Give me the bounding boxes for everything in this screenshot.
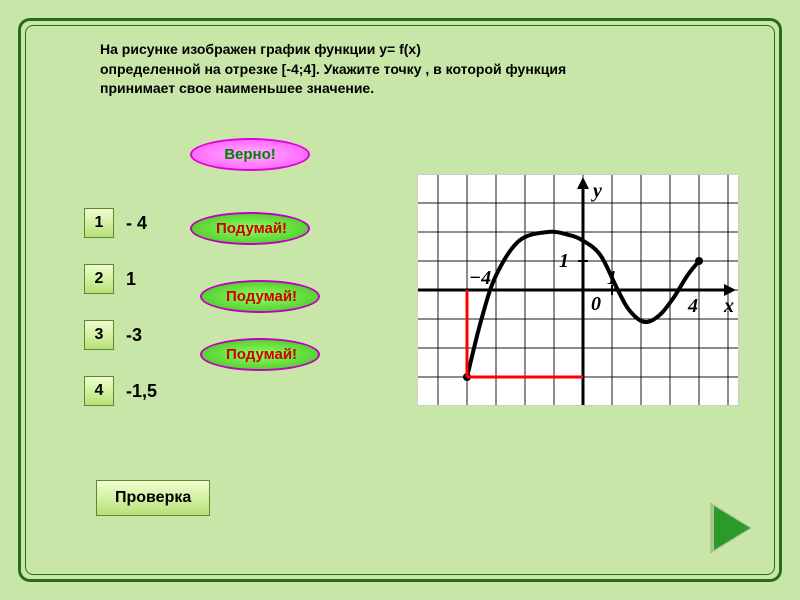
answer-button-2[interactable]: 2 bbox=[84, 264, 114, 294]
answer-row-3: 3 -3 bbox=[84, 320, 142, 350]
answer-value-4: -1,5 bbox=[126, 381, 157, 402]
question-line3: принимает свое наименьшее значение. bbox=[100, 80, 374, 96]
feedback-wrong-3: Подумай! bbox=[200, 338, 320, 371]
svg-text:x: x bbox=[723, 295, 734, 317]
graph-svg: y x 0 −4 4 1 1 bbox=[418, 175, 738, 405]
question-line1: На рисунке изображен график функции у= f… bbox=[100, 41, 421, 57]
answer-button-4[interactable]: 4 bbox=[84, 376, 114, 406]
feedback-correct: Верно! bbox=[190, 138, 310, 171]
feedback-wrong-2: Подумай! bbox=[200, 280, 320, 313]
answer-button-3[interactable]: 3 bbox=[84, 320, 114, 350]
question-text: На рисунке изображен график функции у= f… bbox=[100, 40, 660, 99]
svg-text:4: 4 bbox=[687, 295, 698, 317]
svg-text:1: 1 bbox=[607, 267, 617, 289]
svg-text:0: 0 bbox=[591, 293, 601, 315]
next-arrow-icon[interactable] bbox=[714, 506, 750, 550]
answer-row-2: 2 1 bbox=[84, 264, 136, 294]
svg-text:1: 1 bbox=[559, 250, 569, 272]
answer-button-1[interactable]: 1 bbox=[84, 208, 114, 238]
svg-text:−4: −4 bbox=[469, 267, 491, 289]
check-button[interactable]: Проверка bbox=[96, 480, 210, 516]
answer-value-3: -3 bbox=[126, 325, 142, 346]
answer-value-1: - 4 bbox=[126, 213, 147, 234]
question-line2: определенной на отрезке [-4;4]. Укажите … bbox=[100, 61, 566, 77]
graph-panel: y x 0 −4 4 1 1 bbox=[418, 175, 738, 405]
svg-text:y: y bbox=[591, 180, 602, 202]
answer-row-1: 1 - 4 bbox=[84, 208, 147, 238]
answer-row-4: 4 -1,5 bbox=[84, 376, 157, 406]
answer-value-2: 1 bbox=[126, 269, 136, 290]
feedback-wrong-1: Подумай! bbox=[190, 212, 310, 245]
